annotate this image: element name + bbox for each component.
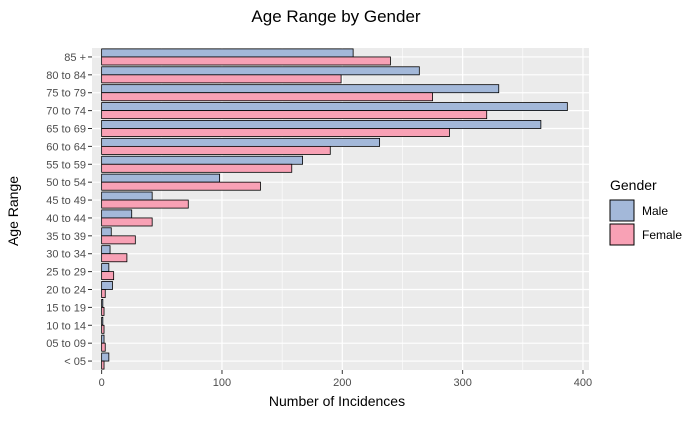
y-axis-title: Age Range (5, 176, 21, 246)
chart-title: Age Range by Gender (251, 7, 421, 26)
y-tick-label: 65 to 69 (46, 124, 86, 136)
y-tick-label: 45 to 49 (46, 195, 86, 207)
x-tick-label: 100 (213, 377, 231, 389)
bar-female-13 (102, 129, 450, 137)
y-tick-label: 30 to 34 (46, 249, 86, 261)
y-tick-label: 75 to 79 (46, 88, 86, 100)
x-axis-title: Number of Incidences (269, 393, 405, 409)
y-tick-label: 80 to 84 (46, 70, 86, 82)
bar-male-15 (102, 85, 499, 93)
y-tick-label: 20 to 24 (46, 285, 86, 297)
legend-swatch-female (610, 224, 634, 245)
x-axis-ticks: 0 100 200 300 400 (99, 370, 593, 389)
legend-label-female: Female (642, 228, 682, 242)
y-tick-label: 60 to 64 (46, 141, 86, 153)
bar-female-8 (102, 218, 153, 226)
bar-male-11 (102, 156, 303, 164)
x-tick-label: 0 (99, 377, 105, 389)
bar-female-17 (102, 57, 391, 65)
bar-female-7 (102, 236, 136, 244)
bar-male-2 (102, 317, 103, 325)
legend-title: Gender (610, 177, 657, 193)
bar-male-1 (102, 335, 104, 343)
y-tick-label: 70 to 74 (46, 106, 86, 118)
bar-female-10 (102, 182, 261, 190)
bar-female-15 (102, 93, 433, 101)
y-tick-label: 50 to 54 (46, 177, 86, 189)
bar-female-6 (102, 254, 127, 262)
y-tick-label: < 05 (64, 356, 86, 368)
bar-male-17 (102, 49, 354, 57)
legend-swatch-male (610, 200, 634, 221)
bar-male-16 (102, 67, 420, 75)
bar-female-4 (102, 290, 106, 298)
bar-male-9 (102, 192, 153, 200)
y-tick-label: 55 to 59 (46, 159, 86, 171)
y-tick-label: 25 to 29 (46, 267, 86, 279)
y-tick-label: 35 to 39 (46, 231, 86, 243)
x-tick-label: 400 (574, 377, 592, 389)
bar-female-14 (102, 111, 487, 119)
bar-female-11 (102, 164, 292, 172)
bar-male-14 (102, 103, 568, 111)
bar-male-12 (102, 138, 380, 146)
bar-female-9 (102, 200, 189, 208)
bar-male-7 (102, 228, 112, 236)
bar-female-0 (102, 361, 104, 369)
bar-male-6 (102, 246, 110, 254)
x-tick-label: 300 (453, 377, 471, 389)
bar-male-5 (102, 264, 109, 272)
bar-female-2 (102, 325, 104, 333)
y-axis-ticks: < 05 05 to 09 10 to 14 15 to 19 20 to 24 25 t… (46, 52, 92, 368)
bar-male-8 (102, 210, 132, 218)
legend: Gender Male Female (610, 177, 682, 245)
bar-female-16 (102, 75, 341, 83)
bar-male-13 (102, 120, 541, 128)
y-tick-label: 40 to 44 (46, 213, 86, 225)
bar-male-4 (102, 281, 113, 289)
x-tick-label: 200 (333, 377, 351, 389)
y-tick-label: 85 + (64, 52, 86, 64)
bar-female-1 (102, 343, 106, 351)
y-tick-label: 15 to 19 (46, 302, 86, 314)
bar-male-10 (102, 174, 220, 182)
y-tick-label: 05 to 09 (46, 338, 86, 350)
bar-female-3 (102, 307, 104, 315)
bar-male-3 (102, 299, 103, 307)
bar-male-0 (102, 353, 109, 361)
legend-label-male: Male (642, 204, 668, 218)
bar-female-12 (102, 146, 331, 154)
bar-female-5 (102, 272, 114, 280)
y-tick-label: 10 to 14 (46, 320, 86, 332)
